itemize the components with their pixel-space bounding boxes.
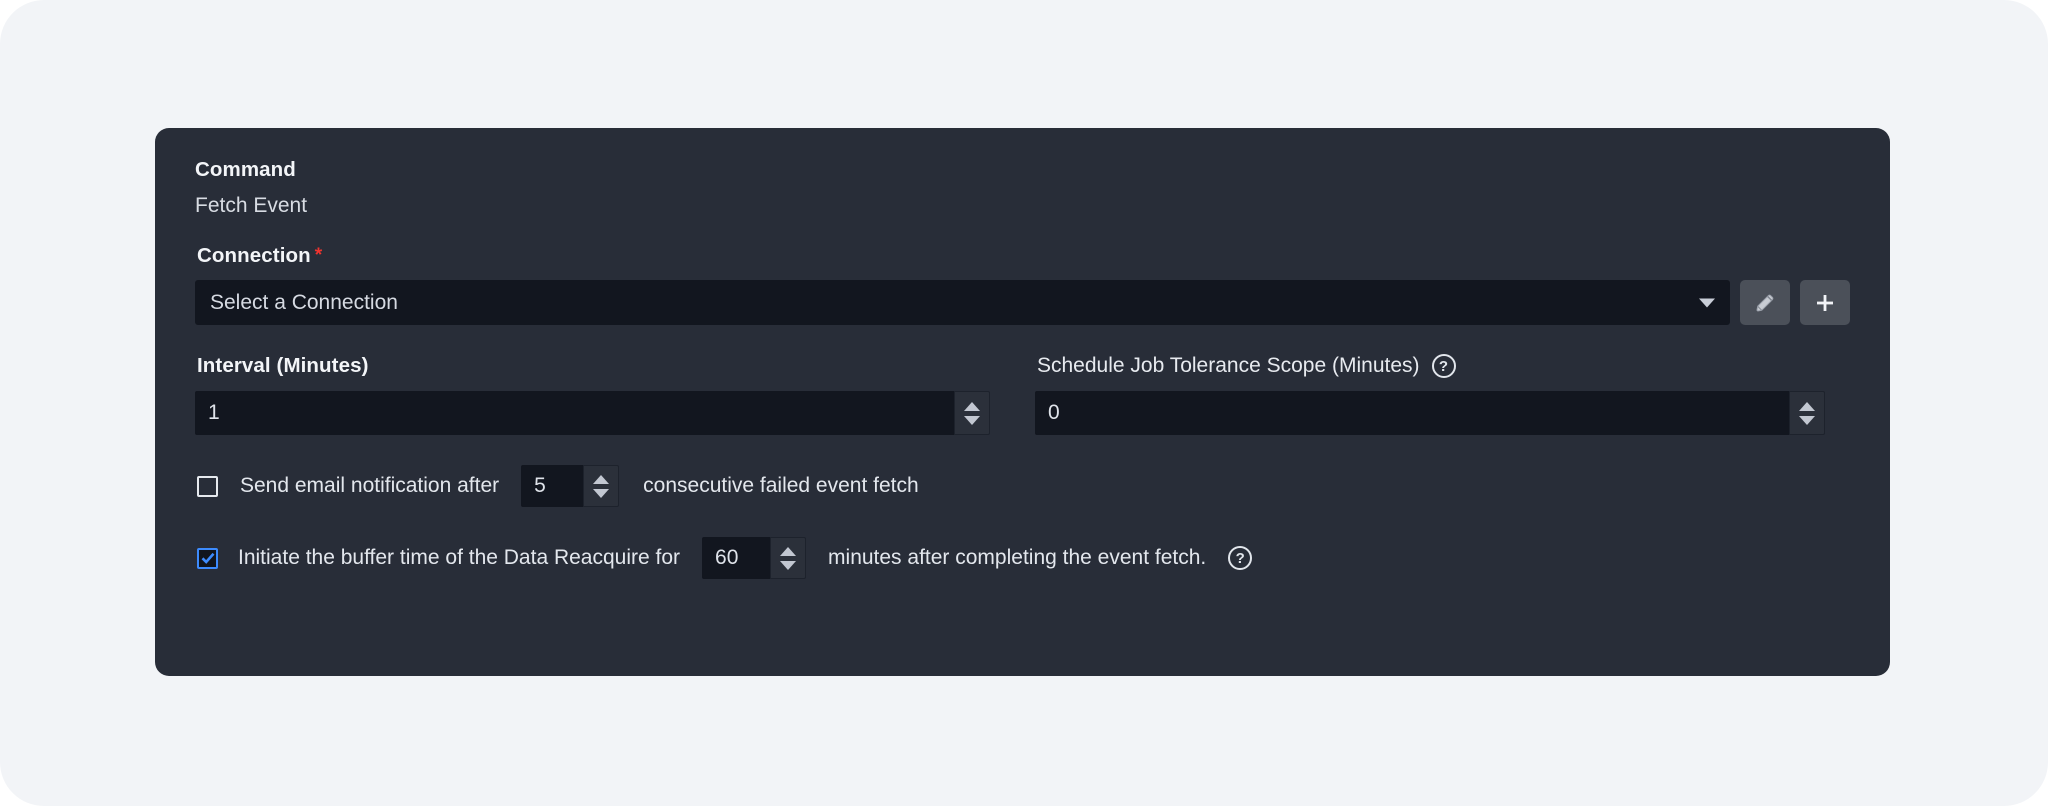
connection-select[interactable]: Select a Connection (195, 280, 1730, 325)
tolerance-input[interactable] (1035, 391, 1789, 435)
tolerance-stepper[interactable] (1789, 391, 1825, 435)
connection-select-value: Select a Connection (210, 290, 398, 314)
interval-field-group: Interval (Minutes) (195, 353, 990, 435)
email-notification-text-before: Send email notification after (240, 474, 500, 497)
email-notification-checkbox[interactable] (197, 475, 218, 497)
command-value: Fetch Event (195, 194, 308, 217)
buffer-time-checkbox[interactable] (197, 547, 218, 569)
triangle-up-icon[interactable] (1799, 401, 1815, 411)
add-connection-button[interactable] (1800, 280, 1850, 325)
connection-row: Select a Connection (195, 280, 1850, 325)
command-label: Command (195, 158, 296, 181)
email-notification-row: Send email notification after consecutiv… (195, 465, 1850, 507)
connection-block: Connection * Select a Connection (195, 244, 1850, 325)
pencil-icon (1753, 291, 1777, 315)
tolerance-field-group: Schedule Job Tolerance Scope (Minutes) ? (1035, 353, 1825, 435)
buffer-time-row: Initiate the buffer time of the Data Rea… (195, 537, 1850, 579)
buffer-time-number-group (702, 537, 807, 579)
plus-icon (1813, 291, 1837, 315)
triangle-down-icon[interactable] (1799, 415, 1815, 425)
buffer-time-text-before: Initiate the buffer time of the Data Rea… (238, 546, 681, 569)
tolerance-caption: Schedule Job Tolerance Scope (Minutes) ? (1037, 353, 1825, 379)
command-block: Command Fetch Event (195, 158, 1850, 218)
interval-caption: Interval (Minutes) (197, 353, 990, 379)
buffer-time-stepper[interactable] (770, 537, 807, 579)
connection-label: Connection * (197, 244, 1850, 268)
triangle-down-icon[interactable] (593, 488, 610, 498)
interval-stepper[interactable] (954, 391, 990, 435)
question-mark-icon[interactable]: ? (1431, 354, 1456, 378)
question-mark-icon[interactable]: ? (1228, 546, 1253, 570)
interval-label: Interval (Minutes) (197, 354, 369, 377)
interval-input[interactable] (195, 391, 954, 435)
triangle-up-icon[interactable] (780, 546, 797, 556)
interval-number-group (195, 391, 990, 435)
chevron-down-icon (1699, 298, 1715, 307)
tolerance-number-group (1035, 391, 1825, 435)
email-notification-text-after: consecutive failed event fetch (643, 474, 919, 497)
triangle-up-icon[interactable] (964, 401, 980, 411)
email-notification-number-group (521, 465, 620, 507)
fetch-event-config-panel: Command Fetch Event Connection * Select a… (155, 128, 1890, 676)
edit-connection-button[interactable] (1740, 280, 1790, 325)
required-asterisk: * (314, 245, 323, 266)
buffer-time-input[interactable] (702, 537, 771, 579)
tolerance-label: Schedule Job Tolerance Scope (Minutes) (1037, 354, 1420, 377)
email-notification-stepper[interactable] (583, 465, 620, 507)
connection-label-text: Connection (197, 244, 311, 267)
numeric-fields-row: Interval (Minutes) Schedule Job Toleranc… (195, 353, 1850, 435)
email-notification-input[interactable] (521, 465, 584, 507)
triangle-down-icon[interactable] (780, 560, 797, 570)
triangle-down-icon[interactable] (964, 415, 980, 425)
triangle-up-icon[interactable] (593, 474, 610, 484)
buffer-time-text-after: minutes after completing the event fetch… (828, 546, 1207, 569)
